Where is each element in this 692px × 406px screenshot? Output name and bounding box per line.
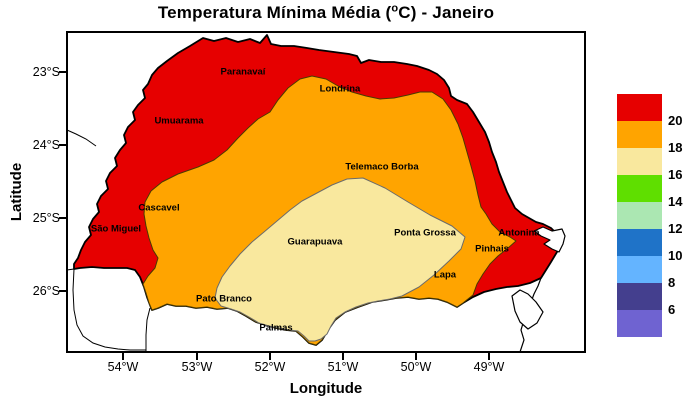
legend-swatch-above-20	[617, 94, 662, 121]
city-label-palmas: Palmas	[259, 322, 293, 334]
legend-swatch-14-16	[617, 175, 662, 202]
lon-tick-53w: 53°W	[181, 360, 213, 374]
lat-tick-24s: 24°S	[32, 138, 60, 152]
plot-frame	[66, 31, 586, 353]
city-label-guarapuava: Guarapuava	[287, 236, 343, 248]
city-label-telemaco-borba: Telemaco Borba	[345, 161, 419, 173]
legend-level-12: 12	[668, 221, 683, 236]
city-label-cascavel: Cascavel	[138, 202, 180, 214]
legend-level-6: 6	[668, 302, 676, 317]
city-label-antonina: Antonina	[498, 227, 540, 239]
x-axis-title: Longitude	[289, 380, 363, 397]
city-label-pinhais: Pinhais	[475, 243, 509, 255]
region-16-18c	[214, 177, 466, 342]
city-label-sao-miguel: São Miguel	[90, 223, 142, 235]
legend-swatch-below-6	[617, 310, 662, 337]
city-label-londrina: Londrina	[319, 83, 361, 95]
city-label-pato-branco: Pato Branco	[196, 293, 252, 305]
paranagua-bay	[533, 226, 566, 253]
legend-swatch-12-14	[617, 202, 662, 229]
lat-tick-marks	[59, 71, 67, 292]
lat-tick-25s: 25°S	[32, 211, 60, 225]
legend-level-14: 14	[668, 194, 683, 209]
neighbor-border-argentina-sc	[145, 307, 151, 352]
lon-tick-marks	[122, 352, 490, 360]
legend-level-16: 16	[668, 167, 683, 182]
legend-swatch-18-20	[617, 121, 662, 148]
lon-tick-54w: 54°W	[107, 360, 139, 374]
neighbor-border-west	[66, 268, 146, 351]
lat-tick-26s: 26°S	[32, 284, 60, 298]
city-label-ponta-grossa: Ponta Grossa	[394, 227, 456, 239]
legend-level-18: 18	[668, 140, 683, 155]
temperature-color-legend	[617, 94, 662, 337]
city-label-lapa: Lapa	[433, 269, 457, 281]
lon-tick-50w: 50°W	[400, 360, 432, 374]
city-label-paranavai: Paranavaí	[220, 66, 266, 78]
lon-tick-49w: 49°W	[473, 360, 505, 374]
legend-level-8: 8	[668, 275, 676, 290]
lon-tick-51w: 51°W	[327, 360, 359, 374]
degree-symbol: o	[391, 2, 399, 15]
legend-swatch-6-8	[617, 283, 662, 310]
legend-swatch-8-10	[617, 256, 662, 283]
figure-title: Temperatura Mínima Média (oC) - Janeiro	[157, 2, 495, 22]
legend-swatch-16-18	[617, 148, 662, 175]
legend-level-20: 20	[668, 113, 683, 128]
neighbor-border-paraguay	[66, 129, 97, 147]
lat-tick-23s: 23°S	[32, 65, 60, 79]
city-label-umuarama: Umuarama	[154, 115, 204, 127]
legend-swatch-10-12	[617, 229, 662, 256]
sao-francisco-island	[511, 289, 544, 330]
legend-level-10: 10	[668, 248, 683, 263]
lon-tick-52w: 52°W	[254, 360, 286, 374]
